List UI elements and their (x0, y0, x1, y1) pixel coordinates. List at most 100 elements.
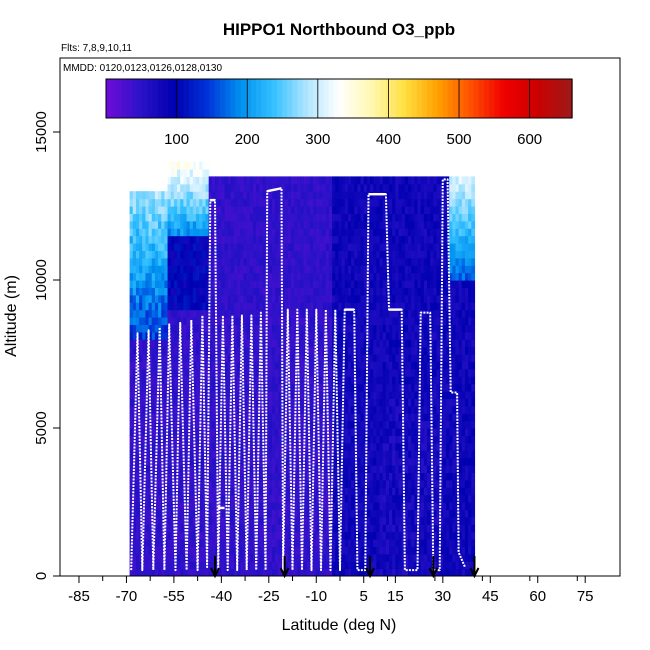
heatmap-cell (284, 442, 289, 451)
heatmap-cell (158, 309, 162, 318)
heatmap-cell (237, 317, 241, 325)
heatmap-cell (215, 561, 219, 570)
heatmap-cell (357, 287, 362, 296)
heatmap-cell (325, 265, 330, 274)
heatmap-cell (411, 420, 415, 429)
heatmap-cell (218, 324, 222, 333)
heatmap-cell (319, 317, 324, 325)
heatmap-cell (376, 524, 381, 533)
heatmap-cell (196, 272, 200, 281)
heatmap-cell (316, 250, 321, 259)
heatmap-cell (142, 383, 147, 392)
heatmap-cell (227, 317, 232, 325)
heatmap-cell (161, 435, 166, 444)
heatmap-cell (259, 272, 264, 281)
heatmap-cell (271, 516, 276, 525)
heatmap-cell (199, 413, 203, 422)
heatmap-cell (139, 413, 143, 422)
heatmap-cell (227, 272, 232, 281)
heatmap-cell (414, 494, 419, 503)
heatmap-cell (218, 487, 222, 496)
heatmap-cell (218, 420, 222, 429)
heatmap-cell (167, 354, 172, 362)
heatmap-cell (161, 509, 166, 518)
heatmap-cell (316, 539, 321, 547)
heatmap-cell (211, 502, 216, 510)
heatmap-cell (227, 176, 232, 185)
heatmap-cell (252, 243, 257, 251)
heatmap-cell (189, 257, 194, 266)
heatmap-cell (135, 191, 140, 200)
heatmap-cell (164, 383, 169, 392)
heatmap-cell (411, 494, 415, 503)
heatmap-cell (385, 354, 390, 362)
heatmap-cell (234, 183, 238, 192)
heatmap-cell (271, 346, 276, 355)
heatmap-cell (420, 568, 425, 576)
heatmap-cell (205, 317, 210, 325)
heatmap-cell (271, 376, 276, 385)
heatmap-cell (382, 354, 387, 362)
heatmap-cell (401, 294, 406, 303)
heatmap-cell (246, 354, 251, 362)
heatmap-cell (227, 250, 232, 259)
heatmap-cell (205, 243, 210, 251)
heatmap-cell (249, 420, 254, 429)
heatmap-cell (205, 294, 210, 303)
heatmap-cell (183, 161, 188, 170)
heatmap-cell (158, 509, 162, 518)
heatmap-cell (183, 435, 188, 444)
heatmap-cell (325, 280, 330, 288)
heatmap-cell (234, 435, 238, 444)
heatmap-cell (211, 206, 216, 214)
heatmap-cell (354, 324, 359, 333)
heatmap-cell (275, 391, 279, 399)
heatmap-cell (357, 516, 362, 525)
heatmap-cell (290, 309, 295, 318)
heatmap-cell (139, 442, 143, 451)
heatmap-cell (363, 191, 368, 200)
heatmap-cell (385, 413, 390, 422)
heatmap-cell (252, 420, 257, 429)
heatmap-cell (389, 391, 393, 399)
heatmap-cell (177, 228, 181, 237)
heatmap-cell (158, 228, 162, 237)
heatmap-cell (259, 287, 264, 296)
heatmap-cell (338, 346, 343, 355)
heatmap-cell (224, 331, 229, 340)
heatmap-cell (259, 442, 264, 451)
heatmap-cell (417, 502, 422, 510)
heatmap-cell (382, 450, 387, 459)
heatmap-cell (164, 220, 169, 229)
heatmap-cell (313, 442, 317, 451)
heatmap-cell (221, 324, 226, 333)
heatmap-cell (224, 413, 229, 422)
heatmap-cell (154, 302, 159, 311)
heatmap-cell (363, 465, 368, 473)
heatmap-cell (199, 435, 203, 444)
heatmap-cell (344, 280, 349, 288)
heatmap-cell (224, 191, 229, 200)
heatmap-cell (196, 435, 200, 444)
heatmap-cell (414, 317, 419, 325)
heatmap-cell (347, 553, 352, 562)
heatmap-cell (271, 228, 276, 237)
heatmap-cell (186, 331, 191, 340)
heatmap-cell (262, 391, 267, 399)
heatmap-cell (161, 198, 166, 207)
heatmap-cell (341, 561, 346, 570)
heatmap-cell (151, 368, 156, 377)
heatmap-cell (230, 176, 235, 185)
heatmap-cell (303, 450, 308, 459)
heatmap-cell (170, 265, 175, 274)
heatmap-cell (297, 346, 302, 355)
heatmap-cell (183, 479, 188, 488)
heatmap-cell (129, 220, 134, 229)
heatmap-cell (294, 465, 298, 473)
heatmap-cell (240, 539, 245, 547)
heatmap-cell (151, 435, 156, 444)
heatmap-cell (408, 420, 412, 429)
heatmap-cell (328, 309, 333, 318)
heatmap-cell (411, 339, 415, 348)
heatmap-cell (347, 368, 352, 377)
